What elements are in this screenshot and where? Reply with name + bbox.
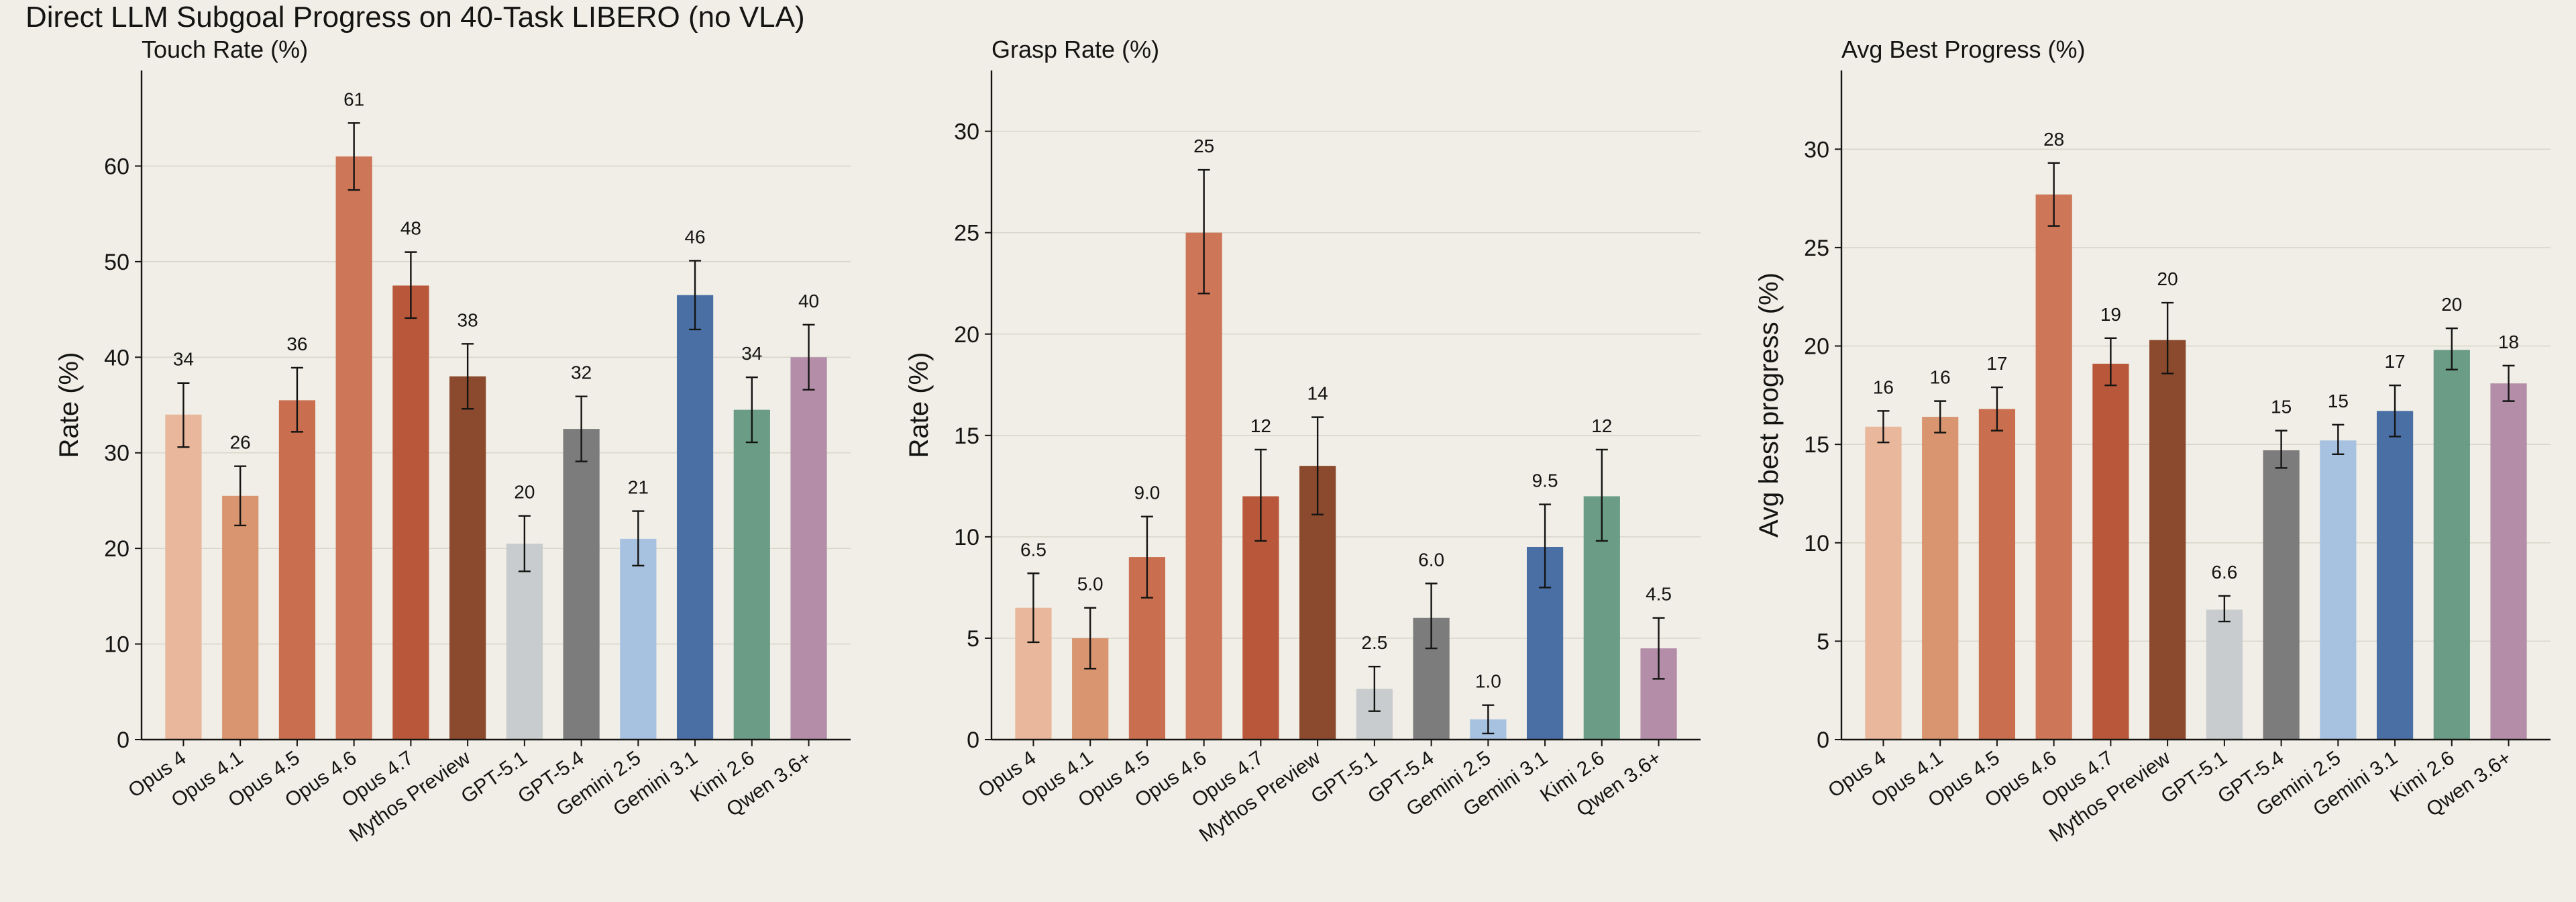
avg-best-progress-ytick-label: 10 [1804, 531, 1829, 556]
avg-best-progress-ytick-label: 15 [1804, 432, 1829, 458]
touch-rate-value-label: 34 [741, 343, 762, 364]
touch-rate-ytick-label: 50 [104, 250, 129, 275]
touch-rate-bar [278, 400, 316, 740]
avg-best-progress-value-label: 18 [2498, 332, 2519, 352]
grasp-rate-ytick-label: 10 [954, 525, 979, 550]
avg-best-progress-value-label: 20 [2157, 268, 2178, 289]
avg-best-progress-value-label: 15 [2328, 391, 2349, 411]
touch-rate-value-label: 20 [514, 482, 535, 503]
avg-best-progress-bar [2376, 411, 2414, 740]
avg-best-progress-value-label: 20 [2441, 294, 2462, 315]
touch-rate-bar [165, 414, 202, 740]
touch-rate-ytick-label: 20 [104, 536, 129, 562]
grasp-rate-bar [1185, 232, 1222, 740]
touch-rate-ytick-label: 30 [104, 441, 129, 466]
touch-rate-bar [449, 376, 486, 740]
touch-rate-value-label: 61 [343, 89, 364, 109]
avg-best-progress-ytick-label: 5 [1817, 629, 1829, 654]
touch-rate-value-label: 46 [684, 226, 705, 247]
touch-rate-bar [563, 429, 600, 740]
touch-rate-ytick-label: 0 [117, 728, 129, 753]
avg-best-progress-ytick-label: 30 [1804, 137, 1829, 162]
touch-rate-ytick-label: 60 [104, 154, 129, 179]
grasp-rate-value-label: 1.0 [1475, 671, 1501, 692]
touch-rate-value-label: 26 [230, 432, 251, 453]
figure-title: Direct LLM Subgoal Progress on 40-Task L… [25, 1, 805, 34]
avg-best-progress-value-label: 17 [1986, 353, 2007, 374]
avg-best-progress-value-label: 28 [2043, 129, 2064, 150]
grasp-rate-ytick-label: 25 [954, 221, 979, 246]
grasp-rate-ytick-label: 0 [967, 728, 979, 753]
grasp-rate-value-label: 6.0 [1418, 549, 1444, 570]
grasp-rate-value-label: 2.5 [1361, 632, 1387, 653]
avg-best-progress-bar [1865, 426, 1902, 740]
touch-rate-value-label: 21 [628, 477, 649, 498]
grasp-rate-value-label: 6.5 [1020, 539, 1046, 560]
avg-best-progress-bar [2320, 440, 2357, 740]
touch-rate-bar [733, 409, 770, 740]
touch-rate-title: Touch Rate (%) [142, 36, 308, 63]
touch-rate-value-label: 34 [173, 349, 194, 370]
touch-rate-bar [676, 295, 714, 740]
grasp-rate-ylabel: Rate (%) [904, 352, 934, 458]
avg-best-progress-ylabel: Avg best progress (%) [1754, 272, 1784, 538]
grasp-rate-value-label: 14 [1307, 383, 1328, 404]
touch-rate-value-label: 40 [798, 291, 819, 311]
avg-best-progress-ytick-label: 25 [1804, 236, 1829, 261]
touch-rate-ytick-label: 10 [104, 632, 129, 658]
avg-best-progress-bar [2206, 609, 2243, 740]
avg-best-progress-bar [2263, 450, 2300, 740]
grasp-rate-value-label: 12 [1591, 415, 1612, 436]
avg-best-progress-bar [2490, 383, 2527, 740]
touch-rate-bar [222, 495, 259, 740]
touch-rate-value-label: 32 [571, 362, 592, 383]
touch-rate-value-label: 48 [400, 218, 421, 239]
touch-rate-value-label: 38 [458, 309, 478, 330]
avg-best-progress-bar [1978, 409, 2016, 740]
grasp-rate-value-label: 4.5 [1646, 584, 1672, 605]
grasp-rate-value-label: 12 [1250, 415, 1271, 436]
touch-rate-bar [506, 544, 543, 740]
avg-best-progress-bar [2149, 340, 2186, 740]
touch-rate-value-label: 36 [286, 334, 307, 354]
grasp-rate-ytick-label: 20 [954, 322, 979, 348]
grasp-rate-ytick-label: 5 [967, 626, 979, 652]
grasp-rate-value-label: 5.0 [1077, 574, 1104, 595]
avg-best-progress-title: Avg Best Progress (%) [1841, 36, 2085, 63]
avg-best-progress-bar [1922, 417, 1959, 740]
grasp-rate-ytick-label: 15 [954, 423, 979, 449]
avg-best-progress-value-label: 16 [1873, 377, 1894, 397]
grasp-rate-ytick-label: 30 [954, 119, 979, 145]
grasp-rate-value-label: 9.0 [1134, 483, 1160, 503]
avg-best-progress-chart: Avg Best Progress (%) 0 5 10 15 20 25 30 Avg bes… [1754, 36, 2551, 846]
grasp-rate-value-label: 25 [1193, 136, 1214, 156]
touch-rate-bar [790, 357, 827, 740]
touch-rate-bar [335, 156, 372, 740]
avg-best-progress-value-label: 17 [2384, 351, 2405, 372]
avg-best-progress-value-label: 6.6 [2211, 562, 2237, 583]
touch-rate-ytick-label: 40 [104, 345, 129, 370]
avg-best-progress-bar [2092, 363, 2129, 740]
avg-best-progress-bar [2433, 350, 2470, 740]
avg-best-progress-ytick-label: 0 [1817, 728, 1829, 753]
touch-rate-bar [620, 538, 657, 740]
avg-best-progress-value-label: 16 [1930, 367, 1951, 388]
touch-rate-bar [392, 285, 429, 740]
grasp-rate-title: Grasp Rate (%) [991, 36, 1159, 63]
avg-best-progress-value-label: 19 [2100, 304, 2121, 325]
touch-rate-ylabel: Rate (%) [54, 352, 84, 458]
avg-best-progress-value-label: 15 [2271, 397, 2292, 417]
avg-best-progress-ytick-label: 20 [1804, 334, 1829, 360]
avg-best-progress-bar [2035, 194, 2072, 740]
grasp-rate-value-label: 9.5 [1532, 470, 1558, 491]
